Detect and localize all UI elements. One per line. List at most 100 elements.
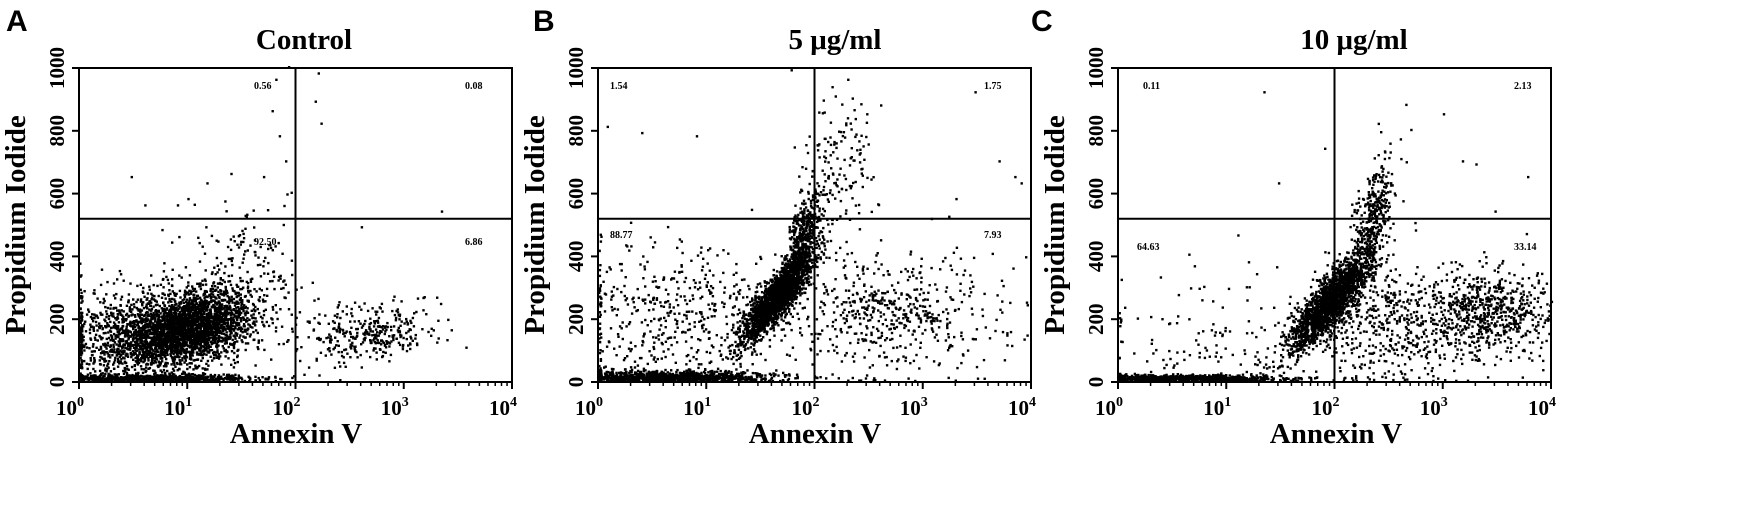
data-point [105,312,109,316]
data-point [171,319,174,322]
data-point [229,378,232,381]
data-point [228,280,232,283]
data-point [295,288,298,291]
data-point [171,358,174,361]
data-point [234,327,237,330]
data-point [158,335,161,338]
data-point [88,331,92,335]
data-point [80,291,83,295]
data-point [123,329,126,333]
data-point [179,315,182,319]
data-point [185,337,188,340]
data-point [188,305,191,308]
data-point [350,312,353,315]
data-point [93,336,97,339]
data-point [155,355,158,358]
data-point [421,328,424,331]
data-point [192,359,195,362]
data-point [202,321,206,324]
data-point [176,351,179,354]
data-point [148,329,151,332]
data-point [396,311,400,314]
data-point [174,376,178,379]
data-point [232,342,236,345]
data-point [142,352,145,355]
data-point [299,359,302,363]
data-point [148,374,152,378]
data-point [186,334,189,338]
data-point [81,311,84,315]
data-point [215,318,218,322]
data-point [84,320,87,323]
data-point [213,295,216,298]
data-point [360,326,364,329]
data-point [132,320,136,323]
data-point [225,310,229,313]
data-point [218,318,221,322]
data-point [225,290,228,293]
data-point [278,275,281,279]
data-point [196,324,200,327]
data-point [144,345,147,349]
data-point [92,367,95,371]
data-point [254,329,258,332]
data-point [173,373,176,376]
data-point [373,333,376,337]
data-point [254,309,257,312]
data-point [152,361,155,365]
data-point [172,317,175,320]
data-point [144,379,147,382]
data-point [96,329,99,332]
data-point [143,359,146,363]
data-point [112,312,115,315]
data-point [212,315,215,318]
data-point [189,337,193,341]
data-point [173,303,177,306]
data-point [127,343,130,347]
data-point [205,302,208,305]
data-point [155,378,158,381]
data-point [79,352,83,356]
data-point [211,271,214,274]
quadrant-lr-value: 6.86 [465,237,483,248]
data-point [164,297,167,300]
data-point [191,285,194,288]
data-point [128,322,132,325]
data-point [123,318,126,321]
data-point [258,296,262,299]
data-point [121,318,124,321]
data-point [356,331,359,335]
data-point [153,377,156,380]
data-point [151,297,154,300]
data-point [271,110,274,113]
data-point [83,290,86,293]
data-point [393,313,397,317]
data-point [132,298,135,301]
data-point [175,361,179,365]
data-point [161,326,164,329]
data-point [208,316,212,320]
data-point [146,297,149,300]
data-point [181,326,184,329]
data-point [162,301,165,304]
data-point [160,335,163,338]
data-point [337,325,341,328]
data-point [117,350,120,353]
data-point [221,345,224,348]
data-point [393,295,396,298]
data-point [212,351,215,355]
data-point [376,331,379,334]
data-point [125,371,129,375]
data-point [125,347,129,350]
data-point [394,316,398,320]
data-point [190,290,193,294]
data-point [140,360,143,363]
data-point [202,328,206,332]
data-point [108,374,112,377]
data-point [217,376,221,379]
data-point [115,343,118,346]
data-point [146,345,149,348]
data-point [194,366,197,370]
data-point [338,331,341,334]
data-point [259,315,263,319]
